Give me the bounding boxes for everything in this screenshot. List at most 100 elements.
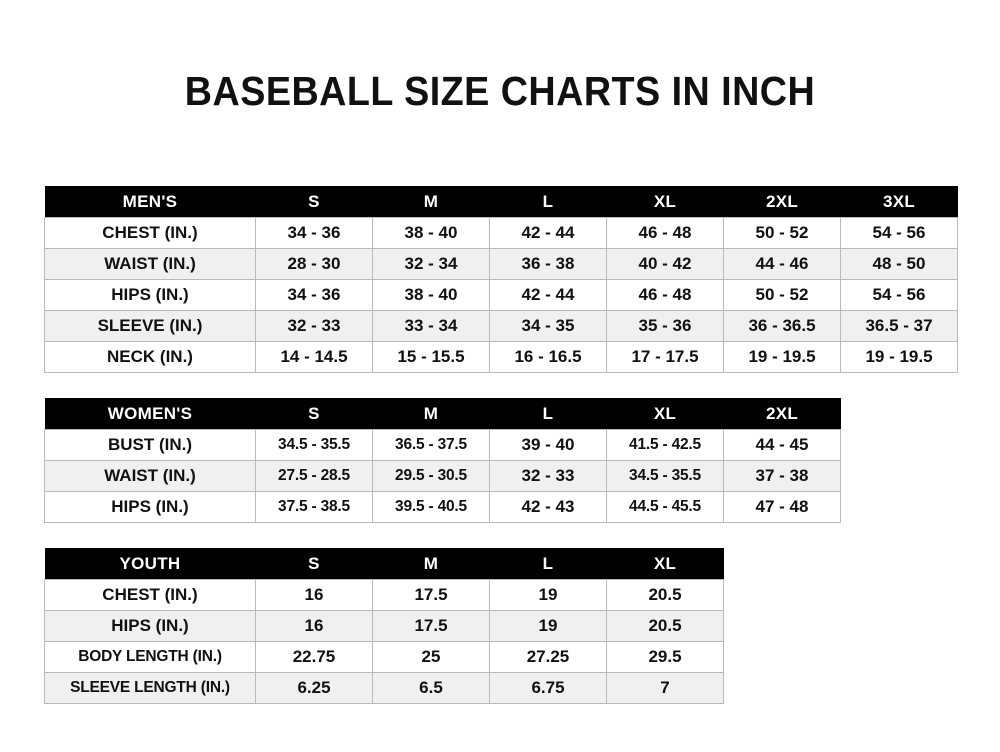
row-label: BUST (IN.) bbox=[44, 429, 256, 461]
table-row: HIPS (IN.) 34 - 36 38 - 40 42 - 44 46 - 48 50… bbox=[44, 279, 958, 311]
measurement-cell: 16 - 16.5 bbox=[489, 341, 607, 373]
measurement-cell: 41.5 - 42.5 bbox=[606, 429, 724, 461]
measurement-cell: 54 - 56 bbox=[840, 217, 958, 249]
measurement-cell: 27.25 bbox=[489, 641, 607, 673]
table-category-header: YOUTH bbox=[44, 548, 256, 580]
measurement-cell: 7 bbox=[606, 672, 724, 704]
measurement-cell: 16 bbox=[255, 579, 373, 611]
measurement-cell: 19 bbox=[489, 610, 607, 642]
measurement-cell: 28 - 30 bbox=[255, 248, 373, 280]
table-row: CHEST (IN.) 16 17.5 19 20.5 bbox=[44, 579, 724, 611]
table-header-row: YOUTH S M L XL bbox=[44, 548, 724, 580]
row-label: CHEST (IN.) bbox=[44, 217, 256, 249]
measurement-cell: 6.75 bbox=[489, 672, 607, 704]
measurement-cell: 14 - 14.5 bbox=[255, 341, 373, 373]
measurement-cell: 40 - 42 bbox=[606, 248, 724, 280]
womens-size-table: WOMEN'S S M L XL 2XL BUST (IN.) 34.5 - 35.5 36.5… bbox=[44, 398, 841, 523]
column-header-l: L bbox=[489, 398, 607, 430]
column-header-xl: XL bbox=[606, 186, 724, 218]
row-label: HIPS (IN.) bbox=[44, 279, 256, 311]
measurement-cell: 27.5 - 28.5 bbox=[255, 460, 373, 492]
column-header-s: S bbox=[255, 548, 373, 580]
measurement-cell: 20.5 bbox=[606, 610, 724, 642]
measurement-cell: 47 - 48 bbox=[723, 491, 841, 523]
measurement-cell: 39.5 - 40.5 bbox=[372, 491, 490, 523]
measurement-cell: 19 bbox=[489, 579, 607, 611]
measurement-cell: 36 - 36.5 bbox=[723, 310, 841, 342]
measurement-cell: 20.5 bbox=[606, 579, 724, 611]
measurement-cell: 6.5 bbox=[372, 672, 490, 704]
row-label: WAIST (IN.) bbox=[44, 248, 256, 280]
table-header-row: WOMEN'S S M L XL 2XL bbox=[44, 398, 841, 430]
measurement-cell: 46 - 48 bbox=[606, 217, 724, 249]
row-label: HIPS (IN.) bbox=[44, 491, 256, 523]
measurement-cell: 44.5 - 45.5 bbox=[606, 491, 724, 523]
measurement-cell: 37 - 38 bbox=[723, 460, 841, 492]
measurement-cell: 46 - 48 bbox=[606, 279, 724, 311]
measurement-cell: 17.5 bbox=[372, 610, 490, 642]
measurement-cell: 34 - 36 bbox=[255, 279, 373, 311]
measurement-cell: 37.5 - 38.5 bbox=[255, 491, 373, 523]
table-category-header: WOMEN'S bbox=[44, 398, 256, 430]
column-header-3xl: 3XL bbox=[840, 186, 958, 218]
measurement-cell: 50 - 52 bbox=[723, 279, 841, 311]
measurement-cell: 44 - 46 bbox=[723, 248, 841, 280]
column-header-xl: XL bbox=[606, 398, 724, 430]
row-label: SLEEVE LENGTH (IN.) bbox=[44, 672, 256, 704]
measurement-cell: 35 - 36 bbox=[606, 310, 724, 342]
column-header-xl: XL bbox=[606, 548, 724, 580]
table-category-header: MEN'S bbox=[44, 186, 256, 218]
mens-size-chart: MEN'S S M L XL 2XL 3XL CHEST (IN.) 34 - 36 38 - 4… bbox=[44, 186, 958, 373]
table-row: WAIST (IN.) 28 - 30 32 - 34 36 - 38 40 - 42 4… bbox=[44, 248, 958, 280]
measurement-cell: 36.5 - 37.5 bbox=[372, 429, 490, 461]
measurement-cell: 42 - 44 bbox=[489, 217, 607, 249]
table-row: BUST (IN.) 34.5 - 35.5 36.5 - 37.5 39 - 40 4… bbox=[44, 429, 841, 461]
column-header-m: M bbox=[372, 186, 490, 218]
measurement-cell: 54 - 56 bbox=[840, 279, 958, 311]
measurement-cell: 50 - 52 bbox=[723, 217, 841, 249]
page-title: BASEBALL SIZE CHARTS IN INCH bbox=[184, 68, 816, 114]
row-label: CHEST (IN.) bbox=[44, 579, 256, 611]
measurement-cell: 39 - 40 bbox=[489, 429, 607, 461]
measurement-cell: 34 - 35 bbox=[489, 310, 607, 342]
table-header-row: MEN'S S M L XL 2XL 3XL bbox=[44, 186, 958, 218]
table-row: SLEEVE (IN.) 32 - 33 33 - 34 34 - 35 35 - 36… bbox=[44, 310, 958, 342]
mens-size-table: MEN'S S M L XL 2XL 3XL CHEST (IN.) 34 - 36 38 - 4… bbox=[44, 186, 958, 373]
measurement-cell: 36.5 - 37 bbox=[840, 310, 958, 342]
measurement-cell: 25 bbox=[372, 641, 490, 673]
column-header-s: S bbox=[255, 398, 373, 430]
column-header-m: M bbox=[372, 398, 490, 430]
measurement-cell: 34.5 - 35.5 bbox=[606, 460, 724, 492]
youth-size-chart: YOUTH S M L XL CHEST (IN.) 16 17.5 19 20.5 HIPS (I… bbox=[44, 548, 724, 704]
measurement-cell: 36 - 38 bbox=[489, 248, 607, 280]
measurement-cell: 32 - 33 bbox=[255, 310, 373, 342]
measurement-cell: 48 - 50 bbox=[840, 248, 958, 280]
measurement-cell: 44 - 45 bbox=[723, 429, 841, 461]
column-header-l: L bbox=[489, 186, 607, 218]
table-row: HIPS (IN.) 37.5 - 38.5 39.5 - 40.5 42 - 43 4… bbox=[44, 491, 841, 523]
womens-size-chart: WOMEN'S S M L XL 2XL BUST (IN.) 34.5 - 35.5 36.5… bbox=[44, 398, 841, 523]
row-label: BODY LENGTH (IN.) bbox=[44, 641, 256, 673]
measurement-cell: 34.5 - 35.5 bbox=[255, 429, 373, 461]
table-row: WAIST (IN.) 27.5 - 28.5 29.5 - 30.5 32 - 33… bbox=[44, 460, 841, 492]
measurement-cell: 17.5 bbox=[372, 579, 490, 611]
measurement-cell: 29.5 - 30.5 bbox=[372, 460, 490, 492]
row-label: HIPS (IN.) bbox=[44, 610, 256, 642]
column-header-2xl: 2XL bbox=[723, 398, 841, 430]
measurement-cell: 17 - 17.5 bbox=[606, 341, 724, 373]
measurement-cell: 42 - 43 bbox=[489, 491, 607, 523]
youth-size-table: YOUTH S M L XL CHEST (IN.) 16 17.5 19 20.5 HIPS (I… bbox=[44, 548, 724, 704]
column-header-l: L bbox=[489, 548, 607, 580]
table-row: CHEST (IN.) 34 - 36 38 - 40 42 - 44 46 - 48 5… bbox=[44, 217, 958, 249]
measurement-cell: 33 - 34 bbox=[372, 310, 490, 342]
measurement-cell: 32 - 34 bbox=[372, 248, 490, 280]
table-row: NECK (IN.) 14 - 14.5 15 - 15.5 16 - 16.5 17 … bbox=[44, 341, 958, 373]
table-row: SLEEVE LENGTH (IN.) 6.25 6.5 6.75 7 bbox=[44, 672, 724, 704]
column-header-2xl: 2XL bbox=[723, 186, 841, 218]
row-label: WAIST (IN.) bbox=[44, 460, 256, 492]
measurement-cell: 19 - 19.5 bbox=[840, 341, 958, 373]
measurement-cell: 34 - 36 bbox=[255, 217, 373, 249]
measurement-cell: 42 - 44 bbox=[489, 279, 607, 311]
measurement-cell: 15 - 15.5 bbox=[372, 341, 490, 373]
row-label: SLEEVE (IN.) bbox=[44, 310, 256, 342]
